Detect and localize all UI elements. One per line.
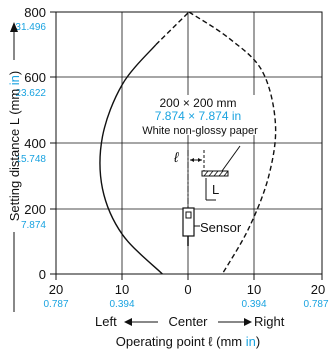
right-arrow-icon xyxy=(244,318,252,326)
x-tick-left-10: 10 xyxy=(115,282,129,297)
x-tick-right-20-in: 0.787 xyxy=(303,299,328,310)
direction-row: Left Center Right xyxy=(95,314,285,329)
y-tick-200: 200 xyxy=(24,202,46,217)
target-size-in: 7.874 × 7.874 in xyxy=(155,109,241,123)
target-hatch xyxy=(203,170,229,177)
y-axis-ticks xyxy=(50,11,56,275)
left-arrow-icon xyxy=(124,318,132,326)
curve-dashed-right xyxy=(188,11,277,275)
direction-left-label: Left xyxy=(95,314,117,329)
target-material: White non-glossy paper xyxy=(142,125,258,137)
curve-dashed-left xyxy=(155,11,190,46)
y-tick-600-in: 23.622 xyxy=(15,88,46,99)
x-tick-left-20: 20 xyxy=(49,282,63,297)
target-leader-line xyxy=(221,145,241,172)
ell-arrow-right-icon xyxy=(198,158,202,162)
y-tick-600: 600 xyxy=(24,70,46,85)
y-tick-0: 0 xyxy=(39,267,46,282)
x-tick-left-20-in: 0.787 xyxy=(43,299,68,310)
x-tick-right-10: 10 xyxy=(247,282,261,297)
y-axis-title: Setting distance L (mm in) xyxy=(7,22,22,312)
x-tick-0: 0 xyxy=(184,282,191,297)
y-tick-800-in: 31.496 xyxy=(15,22,46,33)
x-axis-label: Operating point ℓ (mm in) xyxy=(116,334,260,349)
y-tick-400-in: 15.748 xyxy=(15,154,46,165)
y-axis-label: Setting distance L (mm in) xyxy=(7,71,22,222)
inset-sketch: ℓ L Sensor xyxy=(173,145,242,246)
y-tick-400: 400 xyxy=(24,136,46,151)
x-axis-ticks xyxy=(55,274,323,280)
x-tick-right-10-in: 0.394 xyxy=(241,299,266,310)
L-symbol: L xyxy=(212,182,219,197)
sensor-label: Sensor xyxy=(200,220,242,235)
x-tick-left-10-in: 0.394 xyxy=(109,299,134,310)
curve-solid-outer xyxy=(99,44,163,275)
sensor-lens xyxy=(185,211,192,219)
direction-center-label: Center xyxy=(168,314,208,329)
target-plate xyxy=(201,170,229,177)
y-tick-200-in: 7.874 xyxy=(21,220,46,231)
y-axis-arrow-icon xyxy=(10,22,18,32)
y-tick-800: 800 xyxy=(24,5,46,20)
target-size-mm: 200 × 200 mm xyxy=(159,96,236,110)
detection-curves xyxy=(99,11,277,275)
annotation-background xyxy=(140,95,264,135)
direction-right-label: Right xyxy=(254,314,285,329)
ell-arrow-left-icon xyxy=(190,158,194,162)
ell-symbol: ℓ xyxy=(173,149,179,165)
x-tick-right-20: 20 xyxy=(311,282,325,297)
